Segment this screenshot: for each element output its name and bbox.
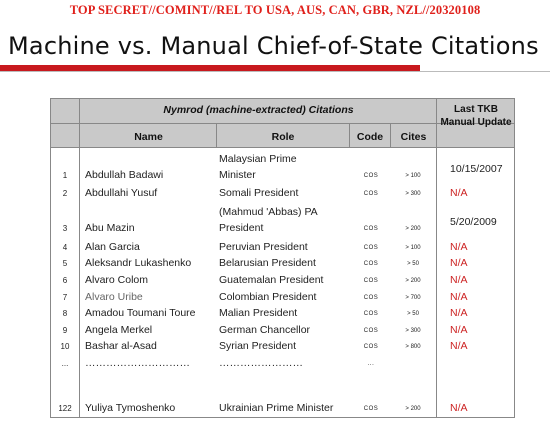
- row-name: Yuliya Tymoshenko: [85, 402, 176, 414]
- row-name: Abdullahi Yusuf: [85, 187, 158, 199]
- row-role: Belarusian President: [219, 257, 316, 269]
- row-number: 3: [62, 224, 68, 233]
- row-number: 9: [62, 326, 68, 335]
- row-last-update: N/A: [450, 340, 468, 352]
- row-cites: > 100: [405, 245, 421, 251]
- row-last-update: N/A: [450, 274, 468, 286]
- row-code: COS: [363, 191, 379, 197]
- code-column-header: Code: [356, 131, 384, 143]
- name-column-header: Name: [134, 131, 163, 143]
- row-last-update: 10/15/2007: [450, 163, 503, 175]
- row-last-update: N/A: [450, 187, 468, 199]
- row-last-update: N/A: [450, 257, 468, 269]
- row-name: Abdullah Badawi: [85, 169, 164, 181]
- citations-table: Nymrod (machine-extracted) Citations Las…: [50, 98, 515, 418]
- row-number: 1: [62, 171, 68, 180]
- row-cites: > 200: [405, 278, 421, 284]
- last-update-header: Last TKB Manual Update: [440, 104, 512, 128]
- row-role: ……………………: [219, 357, 303, 369]
- row-code: COS: [363, 226, 379, 232]
- row-number: 4: [62, 243, 68, 252]
- row-name: Angela Merkel: [85, 324, 153, 336]
- row-number: 7: [62, 293, 68, 302]
- title-underline: [0, 65, 550, 72]
- row-cites: > 50: [407, 311, 419, 317]
- row-name: …………………………: [85, 357, 190, 369]
- row-name: Aleksandr Lukashenko: [85, 257, 192, 269]
- row-name: Alan Garcia: [85, 241, 140, 253]
- row-cites: > 300: [405, 328, 421, 334]
- row-role: German Chancellor: [219, 324, 311, 336]
- row-role: Syrian President: [219, 340, 297, 352]
- row-cites: > 200: [405, 406, 421, 412]
- row-code: COS: [363, 311, 379, 317]
- row-role-cont: Minister: [219, 169, 256, 181]
- row-code: COS: [363, 344, 379, 350]
- row-cites: > 100: [405, 173, 421, 179]
- nymrod-header: Nymrod (machine-extracted) Citations: [163, 104, 354, 116]
- row-cites: > 700: [405, 295, 421, 301]
- slide-title: Machine vs. Manual Chief-of-State Citati…: [8, 32, 539, 60]
- row-role: Colombian President: [219, 291, 317, 303]
- row-role: Somali President: [219, 187, 299, 199]
- classification-banner: TOP SECRET//COMINT//REL TO USA, AUS, CAN…: [69, 3, 481, 17]
- row-number: 122: [58, 404, 72, 413]
- row-code: COS: [363, 278, 379, 284]
- role-column-header: Role: [271, 131, 295, 143]
- row-last-update: 5/20/2009: [450, 216, 497, 228]
- row-code: COS: [363, 173, 379, 179]
- row-code: COS: [363, 245, 379, 251]
- row-cites: > 300: [405, 191, 421, 197]
- row-code: COS: [363, 328, 379, 334]
- row-name: Abu Mazin: [85, 222, 135, 234]
- row-last-update: N/A: [450, 324, 468, 336]
- row-name: Bashar al-Asad: [85, 340, 157, 352]
- row-last-update: N/A: [450, 402, 468, 414]
- cites-column-header: Cites: [400, 131, 427, 143]
- row-role: Ukrainian Prime Minister: [219, 402, 334, 414]
- row-last-update: N/A: [450, 307, 468, 319]
- row-role: Malaysian Prime: [219, 153, 297, 165]
- row-number: 6: [62, 276, 68, 285]
- row-last-update: N/A: [450, 291, 468, 303]
- row-number: 8: [62, 309, 68, 318]
- row-code: COS: [363, 261, 379, 267]
- row-role: (Mahmud 'Abbas) PA: [219, 206, 318, 218]
- row-code: COS: [363, 295, 379, 301]
- row-cites: > 200: [405, 226, 421, 232]
- row-role: Peruvian President: [219, 241, 308, 253]
- row-role-cont: President: [219, 222, 264, 234]
- row-name: Alvaro Colom: [85, 274, 149, 286]
- row-name: Amadou Toumani Toure: [85, 307, 196, 319]
- row-cites: > 800: [405, 344, 421, 350]
- row-name: Alvaro Uribe: [85, 291, 143, 303]
- row-number: 10: [60, 342, 70, 351]
- row-code: COS: [363, 406, 379, 412]
- row-number: ...: [61, 359, 69, 368]
- row-number: 2: [62, 189, 68, 198]
- row-number: 5: [62, 259, 68, 268]
- row-role: Guatemalan President: [219, 274, 324, 286]
- row-role: Malian President: [219, 307, 298, 319]
- row-last-update: N/A: [450, 241, 468, 253]
- row-code: ...: [367, 361, 375, 367]
- row-cites: > 50: [407, 261, 419, 267]
